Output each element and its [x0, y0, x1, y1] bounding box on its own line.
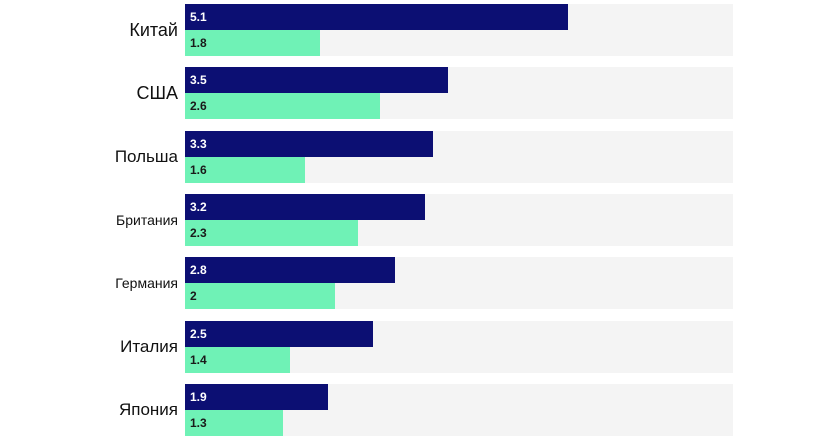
bar-value-label: 5.1: [190, 10, 207, 24]
bar-series-b: 1.8: [185, 30, 320, 56]
bar-series-b: 2.6: [185, 93, 380, 119]
category-label: Италия: [120, 337, 178, 356]
bar-series-b: 2.3: [185, 220, 358, 246]
bar-value-label: 1.8: [190, 36, 207, 50]
bar-series-a: 5.1: [185, 4, 568, 30]
category-label: Китай: [129, 19, 178, 40]
bar-value-label: 2.6: [190, 99, 207, 113]
bar-value-label: 1.3: [190, 416, 207, 430]
bar-value-label: 2.8: [190, 263, 207, 277]
category-label: США: [136, 82, 178, 103]
category-label: Германия: [115, 275, 178, 291]
bar-series-a: 3.3: [185, 131, 433, 157]
bar-value-label: 1.4: [190, 353, 207, 367]
bar-series-a: 3.2: [185, 194, 425, 220]
bar-series-b: 2: [185, 283, 335, 309]
category-label: Япония: [118, 400, 178, 419]
bar-series-a: 3.5: [185, 67, 448, 93]
category-label: Польша: [114, 147, 178, 166]
bar-series-b: 1.3: [185, 410, 283, 436]
bar-value-label: 1.6: [190, 163, 207, 177]
bar-value-label: 3.3: [190, 137, 207, 151]
bar-series-a: 2.8: [185, 257, 395, 283]
bar-series-b: 1.4: [185, 347, 290, 373]
bar-value-label: 2.5: [190, 327, 207, 341]
bar-value-label: 2.3: [190, 226, 207, 240]
bar-series-a: 1.9: [185, 384, 328, 410]
bar-series-a: 2.5: [185, 321, 373, 347]
category-label: Британия: [116, 212, 178, 228]
bar-value-label: 3.2: [190, 200, 207, 214]
bar-value-label: 1.9: [190, 390, 207, 404]
bar-value-label: 3.5: [190, 73, 207, 87]
bar-series-b: 1.6: [185, 157, 305, 183]
bar-value-label: 2: [190, 289, 197, 303]
